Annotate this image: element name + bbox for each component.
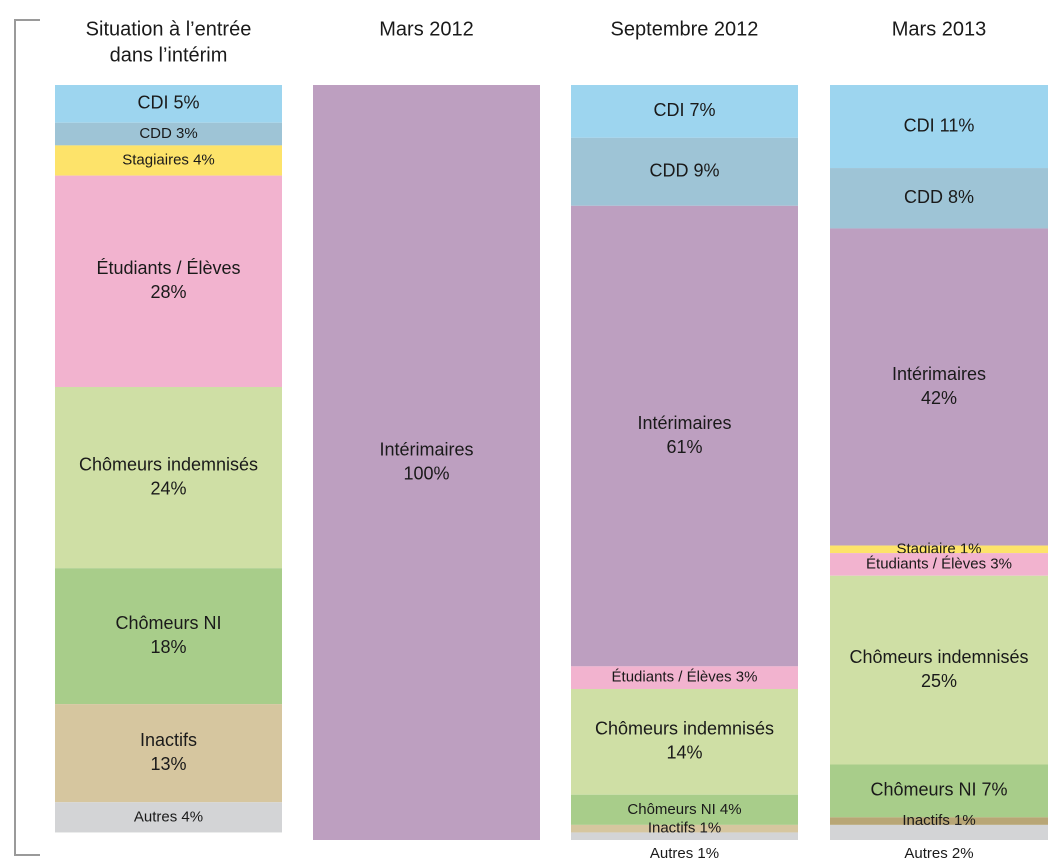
segment: [830, 545, 1048, 554]
segment-label: Stagiaires 4%: [122, 151, 215, 168]
segment-label: 100%: [403, 463, 449, 483]
segment-label: Intérimaires: [892, 364, 986, 384]
column-title: Mars 2012: [379, 18, 474, 40]
bracket: [14, 19, 40, 856]
segment: [571, 824, 798, 833]
segment-label: Chômeurs NI 7%: [870, 780, 1007, 800]
column-title: Mars 2013: [892, 18, 987, 40]
segment-label: 24%: [150, 478, 186, 498]
segment-label: Chômeurs indemnisés: [595, 719, 774, 739]
column-title: dans l’intérim: [110, 44, 228, 66]
segment-label: Inactifs: [140, 730, 197, 750]
segment-label: Intérimaires: [379, 439, 473, 459]
segment: [571, 85, 798, 138]
segment-label: 61%: [666, 437, 702, 457]
segment-label: 13%: [150, 754, 186, 774]
segment: [830, 575, 1048, 765]
segment: [830, 824, 1048, 840]
segment-label: Chômeurs indemnisés: [849, 647, 1028, 667]
segment: [571, 137, 798, 206]
column-title: Situation à l’entrée: [86, 18, 252, 40]
segment-label: Inactifs 1%: [902, 812, 975, 829]
segment-label: CDI 11%: [904, 115, 975, 135]
segment: [55, 704, 282, 803]
segment-label: CDI 7%: [653, 100, 715, 120]
segment: [571, 689, 798, 795]
segment-label: 42%: [921, 388, 957, 408]
segment-label: Chômeurs NI: [115, 613, 221, 633]
segment-label: Autres 2%: [904, 845, 973, 862]
segment-label: Stagiaire 1%: [896, 540, 981, 557]
segment: [830, 764, 1048, 818]
segment-label: Autres 1%: [650, 845, 719, 862]
segment: [571, 832, 798, 840]
segment: [830, 85, 1048, 169]
segment-label: Chômeurs indemnisés: [79, 454, 258, 474]
segment-label: Intérimaires: [637, 413, 731, 433]
segment-label: Étudiants / Élèves 3%: [866, 555, 1012, 572]
segment-label: Étudiants / Élèves 3%: [612, 669, 758, 686]
segment: [571, 794, 798, 825]
segment: [830, 817, 1048, 825]
segment: [55, 145, 282, 176]
segment-label: 25%: [921, 671, 957, 691]
segment-label: CDD 3%: [139, 125, 197, 142]
segment: [55, 175, 282, 387]
segment-label: Inactifs 1%: [648, 820, 721, 837]
segment: [55, 85, 282, 123]
segment: [55, 122, 282, 146]
segment: [830, 168, 1048, 229]
segment: [830, 228, 1048, 546]
segment: [55, 802, 282, 833]
segment-label: Étudiants / Élèves: [96, 258, 240, 278]
segment-label: 18%: [150, 637, 186, 657]
segment: [55, 568, 282, 705]
segment-label: Chômeurs NI 4%: [627, 801, 741, 818]
column-title: Septembre 2012: [611, 18, 759, 40]
segment: [571, 666, 798, 689]
segment: [55, 387, 282, 569]
segment-label: 14%: [666, 743, 702, 763]
segment-label: CDD 9%: [649, 161, 719, 181]
segment: [313, 85, 540, 840]
segment-label: Autres 4%: [134, 808, 203, 825]
segment-label: CDI 5%: [137, 93, 199, 113]
segment: [571, 205, 798, 667]
segment-label: CDD 8%: [904, 187, 974, 207]
segment: [830, 553, 1048, 576]
segment-label: 28%: [150, 282, 186, 302]
